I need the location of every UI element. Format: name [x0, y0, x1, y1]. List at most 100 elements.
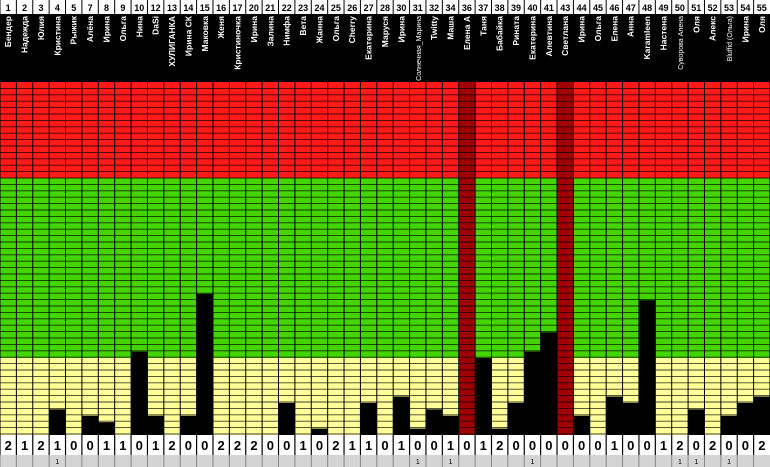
bar [196, 293, 213, 435]
column-name-label: Алевтина [544, 16, 554, 57]
column-number-label: 36 [462, 3, 472, 13]
column-name-label: Кристина [52, 16, 62, 56]
bottom-value-label: 0 [283, 438, 290, 453]
column-number-label: 2 [22, 3, 27, 13]
bottom-value-label: 0 [414, 438, 421, 453]
bottom-value-label: 0 [431, 438, 438, 453]
bar [753, 396, 770, 435]
bottom-value-label: 0 [742, 438, 749, 453]
column-name-label: Залина [265, 16, 275, 47]
column-number-label: 48 [642, 3, 652, 13]
column-number-label: 53 [724, 3, 734, 13]
column-name-label: Bluffid (Ольга) [727, 16, 734, 61]
extra-value-label: 1 [694, 459, 698, 466]
column-name-label: Маруся [380, 16, 390, 47]
column-name-label: Ирина СК [183, 15, 193, 56]
extra-value-label: 1 [530, 459, 534, 466]
column-name-label: Таня [478, 16, 488, 36]
column-number-label: 20 [249, 3, 259, 13]
extra-value-label: 1 [449, 459, 453, 466]
bottom-value-label: 0 [463, 438, 470, 453]
column-name-label: Оля [757, 16, 767, 33]
column-name-label: Karamleen [642, 16, 652, 59]
column-name-label: Вета [298, 16, 308, 36]
column-name-label: Екатерина [364, 16, 374, 60]
column-number-label: 10 [134, 3, 144, 13]
column-name-label: Суворова Алена [678, 16, 685, 70]
header-number-row [0, 0, 770, 14]
bottom-value-label: 1 [349, 438, 356, 453]
column-name-label: Екатерина [527, 16, 537, 60]
column-name-label: Рыжик [69, 15, 79, 44]
column-name-label: Нина [134, 16, 144, 37]
column-number-label: 24 [314, 3, 324, 13]
column-name-label: Юлия [36, 16, 46, 40]
column-name-label: Анна [626, 16, 636, 37]
bottom-value-label: 2 [234, 438, 241, 453]
bottom-value-label: 0 [381, 438, 388, 453]
column-name-label: Ирина [101, 16, 111, 43]
column-number-label: 26 [347, 3, 357, 13]
column-number-label: 12 [151, 3, 161, 13]
column-number-label: 45 [593, 3, 603, 13]
bar [507, 402, 525, 435]
column-number-label: 38 [495, 3, 505, 13]
column-number-label: 47 [626, 3, 636, 13]
column-name-label: Маковка [200, 16, 210, 52]
column-number-label: 32 [429, 3, 439, 13]
bar [278, 402, 295, 435]
bottom-value-label: 1 [54, 438, 61, 453]
column-name-label: Женя [216, 16, 226, 40]
footer-number-row [0, 435, 770, 455]
bottom-value-label: 0 [594, 438, 601, 453]
bottom-value-label: 0 [725, 438, 732, 453]
column-name-label: Бендер [3, 16, 13, 47]
column-name-label: Ольга [118, 16, 128, 42]
column-name-label: Twitty [429, 16, 439, 40]
column-name-label: Ольга [331, 16, 341, 42]
bottom-value-label: 1 [21, 438, 28, 453]
column-number-label: 49 [659, 3, 669, 13]
column-name-label: Елена [609, 16, 619, 42]
column-name-label: Рината [511, 16, 521, 46]
bar [425, 409, 443, 435]
bar [49, 409, 66, 435]
column-number-label: 30 [396, 3, 406, 13]
column-name-label: Нимфа [282, 16, 292, 46]
column-name-label: ХУЛИГАНКА [167, 16, 177, 67]
column-name-label: Надежда [20, 16, 30, 53]
bottom-value-label: 1 [480, 438, 487, 453]
bottom-value-label: 0 [578, 438, 585, 453]
highlight-column [557, 82, 574, 435]
bottom-value-label: 2 [37, 438, 44, 453]
bottom-value-label: 0 [70, 438, 77, 453]
column-number-label: 40 [527, 3, 537, 13]
column-name-label: Настена [659, 16, 669, 51]
extra-value-label: 1 [416, 459, 420, 466]
column-name-label: Маша [446, 16, 456, 40]
column-name-label: Ирина [740, 16, 750, 43]
column-name-label: Ирина [249, 16, 259, 43]
bar [98, 422, 115, 435]
bar [475, 357, 492, 435]
extra-value-label: 1 [678, 459, 682, 466]
bottom-value-label: 2 [758, 438, 765, 453]
column-number-label: 13 [167, 3, 177, 13]
bottom-value-label: 0 [316, 438, 323, 453]
bottom-value-label: 2 [218, 438, 225, 453]
column-number-label: 43 [560, 3, 570, 13]
column-number-label: 8 [104, 3, 109, 13]
column-number-label: 50 [675, 3, 685, 13]
column-number-label: 14 [183, 3, 193, 13]
bottom-value-label: 1 [103, 438, 110, 453]
bar [638, 300, 656, 435]
bar [311, 428, 328, 435]
bar [491, 428, 508, 435]
bottom-value-label: 1 [152, 438, 159, 453]
extra-value-label: 1 [727, 459, 731, 466]
column-number-label: 16 [216, 3, 226, 13]
bottom-value-label: 0 [545, 438, 552, 453]
column-number-label: 55 [757, 3, 767, 13]
footer-extra-row [0, 455, 770, 467]
